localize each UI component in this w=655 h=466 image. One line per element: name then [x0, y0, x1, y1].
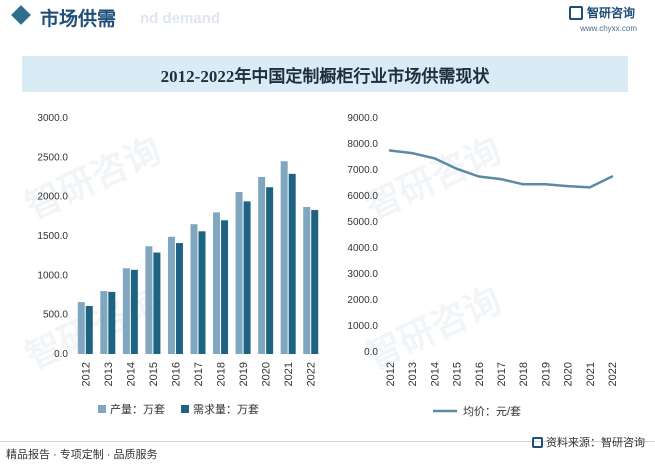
legend-label-production: 产量：万套	[110, 402, 165, 416]
footer-source: 资料来源：智研咨询	[532, 434, 645, 450]
price-point	[566, 184, 569, 188]
demand-bar	[243, 201, 251, 354]
bar-y-tick-label: 1000.0	[37, 270, 68, 281]
price-point	[588, 186, 591, 189]
price-point	[388, 149, 392, 152]
legend-label-demand: 需求量：万套	[193, 403, 259, 416]
demand-bar	[85, 306, 93, 354]
demand-bar	[311, 210, 319, 354]
bar-x-tick-label: 2013	[103, 362, 115, 386]
brand[interactable]: 智研咨询	[568, 4, 635, 21]
demand-bar	[221, 220, 229, 354]
production-bar	[213, 212, 221, 354]
line-y-tick-label: 9000.0	[347, 113, 378, 124]
line-y-tick-label: 4000.0	[347, 243, 378, 254]
footer-source-text: 资料来源：智研咨询	[546, 437, 645, 449]
production-bar	[258, 177, 266, 354]
chart-title-band: 2012-2022年中国定制橱柜行业市场供需现状	[22, 56, 628, 92]
price-point	[477, 175, 480, 178]
bar-x-tick-label: 2018	[216, 362, 228, 386]
bar-y-tick-label: 2500.0	[37, 152, 68, 163]
demand-bar	[130, 269, 138, 354]
bar-x-tick-label: 2017	[193, 362, 205, 386]
bar-y-tick-label: 500.0	[43, 310, 68, 321]
footer-logo-icon	[532, 436, 543, 448]
price-point	[522, 183, 525, 186]
production-bar	[145, 246, 153, 354]
line-y-tick-label: 7000.0	[347, 165, 378, 176]
production-bar	[280, 161, 288, 354]
line-y-tick-label: 2000.0	[347, 295, 378, 306]
line-x-tick-label: 2021	[585, 362, 597, 386]
bar-x-tick-label: 2016	[170, 362, 182, 386]
price-point	[544, 183, 547, 186]
bar-y-tick-label: 3000.0	[37, 113, 68, 124]
section-title: 市场供需	[40, 9, 117, 30]
line-x-tick-label: 2012	[385, 362, 397, 386]
line-y-tick-label: 8000.0	[347, 139, 378, 150]
bar-x-tick-label: 2014	[125, 362, 137, 386]
bar-x-tick-label: 2012	[80, 362, 92, 386]
line-y-tick-label: 6000.0	[347, 191, 378, 202]
line-x-tick-label: 2015	[452, 362, 464, 386]
price-point	[411, 151, 414, 155]
line-x-tick-label: 2014	[429, 362, 441, 386]
footer-tagline: 精品报告 · 专项定制 · 品质服务	[6, 449, 158, 461]
bar-x-tick-label: 2022	[306, 362, 318, 386]
line-y-tick-label: 3000.0	[347, 269, 378, 280]
price-line	[389, 149, 613, 189]
demand-bar	[153, 252, 161, 354]
line-x-tick-label: 2016	[474, 362, 486, 386]
price-point	[433, 157, 436, 160]
header: 市场供需 nd demand 智研咨询 www.chyxx.com	[0, 0, 655, 36]
chart-title: 2012-2022年中国定制橱柜行业市场供需现状	[160, 66, 490, 86]
footer-divider	[0, 441, 655, 442]
demand-bar	[266, 187, 274, 354]
legend-label-price: 均价：元/套	[463, 405, 521, 418]
line-x-tick-label: 2020	[563, 362, 575, 386]
legend-swatch-production	[98, 405, 106, 413]
line-y-tick-label: 1000.0	[347, 321, 378, 332]
demand-bar	[175, 243, 183, 354]
legend-swatch-demand	[181, 405, 189, 413]
bar-x-tick-label: 2021	[283, 362, 295, 386]
line-x-tick-label: 2019	[540, 362, 552, 386]
production-bar	[190, 224, 198, 354]
price-point	[499, 177, 503, 181]
bar-x-tick-label: 2015	[148, 362, 160, 386]
brand-url[interactable]: www.chyxx.com	[580, 24, 637, 33]
price-point	[610, 175, 614, 178]
demand-bar	[288, 173, 296, 354]
bar-x-tick-label: 2019	[238, 362, 250, 386]
demand-bar	[198, 231, 206, 354]
brand-logo-icon	[568, 5, 583, 20]
line-x-tick-label: 2022	[607, 362, 619, 386]
bar-y-tick-label: 0.0	[54, 349, 68, 360]
brand-name: 智研咨询	[586, 6, 635, 20]
production-bar	[77, 302, 85, 354]
bar-y-tick-label: 1500.0	[37, 231, 68, 242]
faded-subtitle: nd demand	[140, 10, 221, 27]
production-bar	[122, 268, 130, 354]
production-bar	[167, 236, 175, 354]
demand-bar	[108, 291, 116, 354]
production-bar	[303, 206, 311, 354]
line-y-tick-label: 0.0	[364, 347, 378, 358]
bar-x-tick-label: 2020	[261, 362, 273, 386]
price-point	[455, 167, 458, 170]
production-bar	[100, 291, 108, 354]
line-x-tick-label: 2013	[407, 362, 419, 386]
line-x-tick-label: 2018	[518, 362, 530, 386]
bar-y-tick-label: 2000.0	[37, 192, 68, 203]
production-bar	[235, 191, 243, 354]
line-x-tick-label: 2017	[496, 362, 508, 386]
line-y-tick-label: 5000.0	[347, 217, 378, 228]
